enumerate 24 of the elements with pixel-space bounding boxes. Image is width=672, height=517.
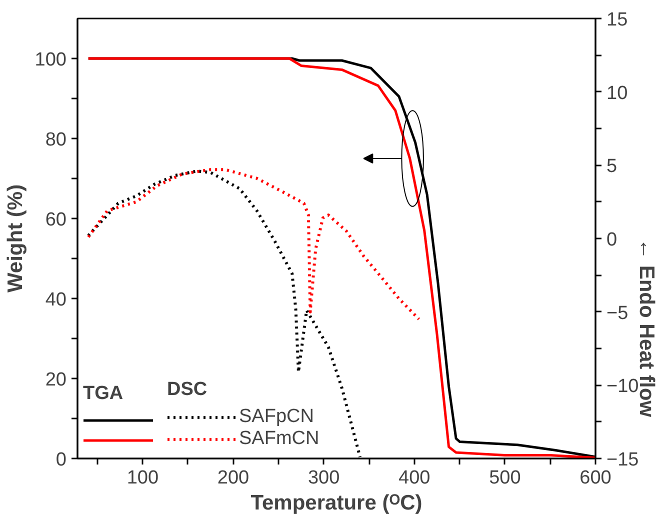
y2-tick-label: −5 xyxy=(606,302,628,324)
x-tick-label: 600 xyxy=(580,468,612,488)
y2-tick-label: 5 xyxy=(606,156,618,178)
x-tick-label: 200 xyxy=(217,468,250,488)
x-tick-label: 100 xyxy=(126,468,159,488)
x-tick-label: 500 xyxy=(489,468,521,488)
x-tick-label: 300 xyxy=(308,468,340,488)
y-tick-label: 60 xyxy=(45,210,67,230)
y-tick-label: 0 xyxy=(56,450,67,470)
y-tick-label: 80 xyxy=(45,130,67,150)
y-tick-label: 20 xyxy=(45,370,67,390)
y2-tick-label: 0 xyxy=(606,230,618,250)
y2-tick-label: 10 xyxy=(606,82,628,104)
text: TGA DSC xyxy=(83,379,208,404)
legend-label: SAFmCN xyxy=(239,428,320,450)
x-tick-label: 400 xyxy=(398,468,430,488)
line-series xyxy=(86,168,420,321)
y2-tick-label: 15 xyxy=(606,10,628,30)
y2-tick-label: −15 xyxy=(606,450,639,470)
x-axis-title: Temperature (ᴼC) xyxy=(250,492,422,514)
y-tick-label: 100 xyxy=(34,50,66,70)
y-axis-title: Weight (%) xyxy=(4,184,27,293)
legend-label: SAFpCN xyxy=(239,406,314,428)
y-tick-label: 40 xyxy=(45,290,67,310)
